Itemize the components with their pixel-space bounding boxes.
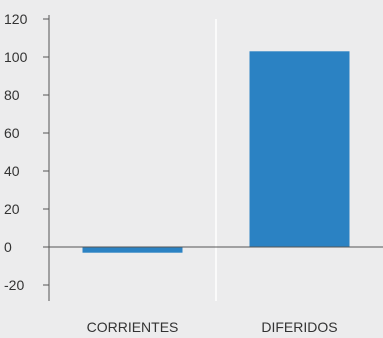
y-tick-label: 60	[4, 125, 20, 141]
y-tick-label: 100	[4, 49, 28, 65]
bar-corrientes	[83, 247, 183, 253]
y-tick-label: 120	[4, 11, 28, 27]
y-tick-label: -20	[4, 277, 24, 293]
y-tick-label: 80	[4, 87, 20, 103]
y-tick-label: 0	[4, 239, 12, 255]
bar-diferidos	[250, 51, 350, 247]
x-category-label: CORRIENTES	[87, 319, 179, 335]
x-category-label: DIFERIDOS	[261, 319, 337, 335]
y-tick-label: 40	[4, 163, 20, 179]
y-tick-label: 20	[4, 201, 20, 217]
